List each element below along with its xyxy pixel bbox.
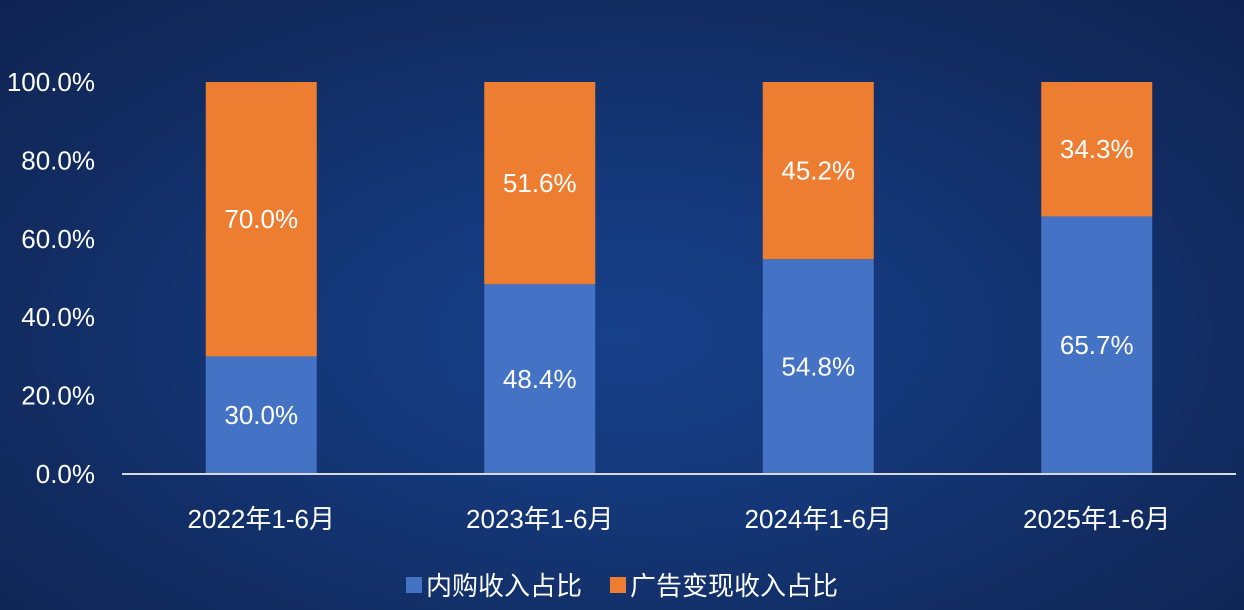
bar-segment-inapp — [205, 356, 317, 474]
y-tick-label: 20.0% — [21, 381, 95, 411]
bar-segment-ads — [205, 82, 317, 357]
data-label: 51.6% — [503, 168, 577, 198]
bar-segment-ads — [484, 82, 596, 285]
x-tick-label: 2025年1-6月 — [1023, 504, 1170, 534]
legend-swatch-ads — [610, 576, 626, 593]
bar-segment-inapp — [762, 259, 874, 474]
y-tick-label: 100.0% — [7, 67, 95, 97]
data-label: 54.8% — [781, 352, 855, 382]
x-axis-ticks: 2022年1-6月 2023年1-6月 2024年1-6月 2025年1-6月 — [188, 504, 1171, 534]
y-axis-ticks: 0.0% 20.0% 40.0% 60.0% 80.0% 100.0% — [7, 67, 95, 489]
y-tick-label: 0.0% — [36, 459, 95, 489]
bar-segment-inapp — [484, 284, 596, 474]
bar-segment-inapp — [1041, 216, 1153, 474]
legend-item-ads: 广告变现收入占比 — [610, 566, 838, 603]
x-tick-label: 2024年1-6月 — [745, 504, 892, 534]
data-label: 45.2% — [781, 156, 855, 186]
bar-series: 30.0% 70.0% 48.4% 51.6% 54.8% 45.2% 65.7% 34.3% — [205, 82, 1153, 474]
legend-label-ads: 广告变现收入占比 — [630, 571, 839, 601]
legend-swatch-inapp — [405, 576, 422, 593]
legend-item-inapp: 内购收入占比 — [405, 566, 582, 603]
data-label: 30.0% — [224, 400, 298, 430]
y-tick-label: 40.0% — [21, 302, 95, 332]
y-tick-label: 60.0% — [21, 224, 95, 254]
x-tick-label: 2023年1-6月 — [466, 504, 613, 534]
data-label: 70.0% — [224, 204, 298, 234]
x-tick-label: 2022年1-6月 — [188, 504, 335, 534]
data-label: 34.3% — [1060, 134, 1134, 164]
legend-label-inapp: 内购收入占比 — [425, 571, 582, 601]
y-tick-label: 80.0% — [21, 145, 95, 175]
bar-segment-ads — [1041, 82, 1153, 217]
legend: 内购收入占比 广告变现收入占比 — [0, 566, 1244, 603]
data-label: 48.4% — [503, 364, 577, 394]
bar-segment-ads — [762, 82, 874, 260]
data-label: 65.7% — [1060, 330, 1134, 360]
